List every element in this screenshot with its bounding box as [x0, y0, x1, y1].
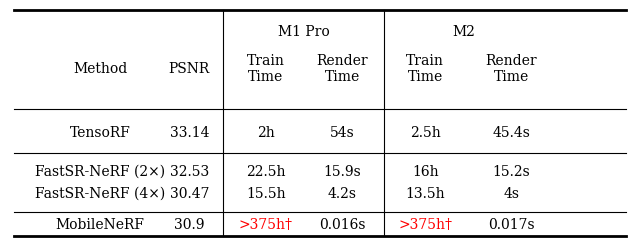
- Text: 4s: 4s: [503, 187, 519, 201]
- Text: 30.47: 30.47: [170, 187, 209, 201]
- Text: >375h†: >375h†: [398, 219, 452, 233]
- Text: Train
Time: Train Time: [247, 54, 285, 84]
- Text: 54s: 54s: [330, 126, 355, 140]
- Text: 13.5h: 13.5h: [405, 187, 445, 201]
- Text: MobileNeRF: MobileNeRF: [56, 219, 145, 233]
- Text: 2.5h: 2.5h: [410, 126, 440, 140]
- Text: Train
Time: Train Time: [406, 54, 444, 84]
- Text: 16h: 16h: [412, 165, 438, 179]
- Text: TensoRF: TensoRF: [70, 126, 131, 140]
- Text: >375h†: >375h†: [239, 219, 293, 233]
- Text: M2: M2: [452, 25, 475, 39]
- Text: FastSR-NeRF (2×): FastSR-NeRF (2×): [35, 165, 165, 179]
- Text: 15.9s: 15.9s: [323, 165, 361, 179]
- Text: 32.53: 32.53: [170, 165, 209, 179]
- Text: 15.2s: 15.2s: [492, 165, 530, 179]
- Text: 33.14: 33.14: [170, 126, 209, 140]
- Text: 0.017s: 0.017s: [488, 219, 534, 233]
- Text: PSNR: PSNR: [169, 62, 210, 76]
- Text: 15.5h: 15.5h: [246, 187, 285, 201]
- Text: Method: Method: [73, 62, 127, 76]
- Text: 45.4s: 45.4s: [492, 126, 530, 140]
- Text: 22.5h: 22.5h: [246, 165, 285, 179]
- Text: 2h: 2h: [257, 126, 275, 140]
- Text: 4.2s: 4.2s: [328, 187, 357, 201]
- Text: Render
Time: Render Time: [317, 54, 368, 84]
- Text: M1 Pro: M1 Pro: [278, 25, 330, 39]
- Text: FastSR-NeRF (4×): FastSR-NeRF (4×): [35, 187, 165, 201]
- Text: 30.9: 30.9: [174, 219, 205, 233]
- Text: 0.016s: 0.016s: [319, 219, 365, 233]
- Text: Render
Time: Render Time: [485, 54, 537, 84]
